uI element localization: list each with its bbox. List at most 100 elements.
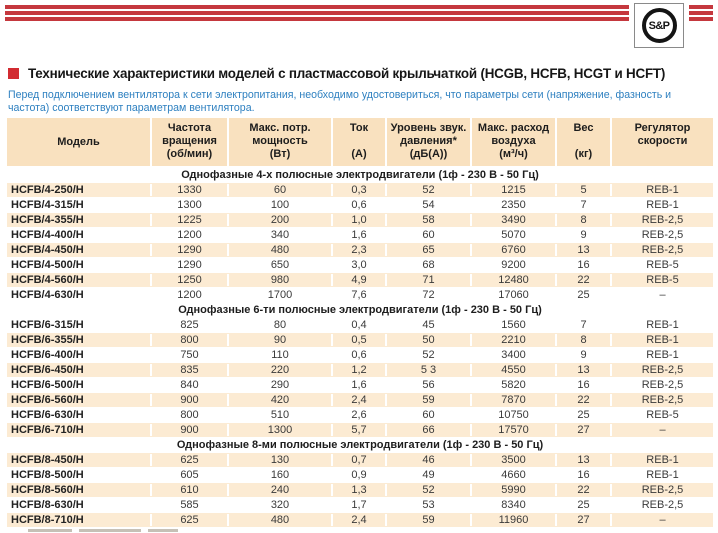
cell-noise: 46 (385, 454, 470, 466)
cell-rpm: 800 (150, 409, 227, 421)
cell-current: 1,6 (331, 379, 385, 391)
table-row: HCFB/4-250/H 1330 60 0,3 52 1215 5 REB-1 (7, 183, 713, 197)
col-header-model: Модель (7, 118, 150, 166)
col-header-line: Уровень звук. (390, 122, 467, 134)
cell-current: 2,6 (331, 409, 385, 421)
cell-airflow: 2210 (470, 334, 555, 346)
cell-model: HCFB/8-630/H (11, 499, 84, 511)
table-row: HCFB/6-630/H 800 510 2,6 60 10750 25 REB-5 (7, 408, 713, 422)
table-row: HCFB/6-400/H 750 110 0,6 52 3400 9 REB-1 (7, 348, 713, 362)
cell-regulator: REB-2,5 (610, 244, 713, 256)
cell-weight: 27 (555, 514, 610, 526)
sp-logo: S&P (634, 3, 684, 48)
cell-current: 0,3 (331, 184, 385, 196)
stripe (5, 11, 713, 15)
cell-model: HCFB/8-560/H (11, 484, 84, 496)
cell-power: 1700 (227, 289, 331, 301)
cell-airflow: 5820 (470, 379, 555, 391)
cell-rpm: 800 (150, 334, 227, 346)
col-header-line: (Вт) (269, 148, 291, 160)
cell-weight: 13 (555, 364, 610, 376)
table-row: HCFB/4-630/H 1200 1700 7,6 72 17060 25– (7, 288, 713, 302)
table-row: HCFB/6-560/H 900 420 2,4 59 7870 22 REB-2,5 (7, 393, 713, 407)
cell-model: HCFB/4-560/H (11, 274, 84, 286)
table-row: HCFB/8-560/H 610 240 1,3 52 5990 22 REB-2,5 (7, 483, 713, 497)
cell-airflow: 10750 (470, 409, 555, 421)
section-bullet-icon (8, 68, 19, 79)
cell-rpm: 605 (150, 469, 227, 481)
intro-text: Перед подключением вентилятора к сети эл… (8, 89, 672, 114)
cell-model: HCFB/8-500/H (11, 469, 84, 481)
cell-power: 290 (227, 379, 331, 391)
sp-logo-text: S&P (648, 19, 670, 32)
cell-current: 2,4 (331, 514, 385, 526)
col-header-line: Макс. расход (477, 122, 550, 134)
col-header-line: (об/мин) (166, 148, 213, 160)
table-row: HCFB/4-315/H 1300 100 0,6 54 2350 7 REB-1 (7, 198, 713, 212)
table-row: HCFB/6-710/H 900 1300 5,7 66 17570 27– (7, 423, 713, 437)
cell-weight: 22 (555, 394, 610, 406)
table-row: HCFB/4-450/H 1290 480 2,3 65 6760 13 REB-2,5 (7, 243, 713, 257)
col-header-line: Модель (57, 135, 100, 148)
cell-noise: 52 (385, 349, 470, 361)
cell-model: HCFB/6-400/H (11, 349, 84, 361)
cell-regulator: REB-1 (610, 334, 713, 346)
col-header-line: (А) (351, 148, 367, 160)
cell-power: 510 (227, 409, 331, 421)
cell-power: 320 (227, 499, 331, 511)
cell-current: 1,6 (331, 229, 385, 241)
cell-weight: 8 (555, 334, 610, 346)
col-header-line: Регулятор (634, 122, 691, 134)
table-row: HCFB/8-710/H 625 480 2,4 59 11960 27– (7, 513, 713, 527)
cell-weight: 25 (555, 499, 610, 511)
cell-rpm: 900 (150, 424, 227, 436)
brand-stripes (5, 5, 713, 23)
stripe (5, 5, 713, 9)
cell-weight: 25 (555, 409, 610, 421)
cell-airflow: 5070 (470, 229, 555, 241)
cell-airflow: 4660 (470, 469, 555, 481)
cell-current: 0,7 (331, 454, 385, 466)
cell-current: 0,4 (331, 319, 385, 331)
section-header-row: Однофазные 6-ти полюсные электродвигател… (7, 303, 713, 317)
cell-noise: 49 (385, 469, 470, 481)
col-header-line: мощность (252, 135, 308, 147)
cell-current: 2,4 (331, 394, 385, 406)
cell-power: 240 (227, 484, 331, 496)
cell-regulator: REB-1 (610, 184, 713, 196)
cell-airflow: 17570 (470, 424, 555, 436)
cell-model: HCFB/6-500/H (11, 379, 84, 391)
cell-regulator: REB-1 (610, 319, 713, 331)
cell-airflow: 9200 (470, 259, 555, 271)
cell-rpm: 585 (150, 499, 227, 511)
cell-rpm: 1200 (150, 229, 227, 241)
cell-airflow: 4550 (470, 364, 555, 376)
cell-noise: 68 (385, 259, 470, 271)
cell-rpm: 610 (150, 484, 227, 496)
cell-noise: 54 (385, 199, 470, 211)
cell-model: HCFB/4-315/H (11, 199, 84, 211)
table-row: HCFB/4-500/H 1290 650 3,0 68 9200 16 REB-5 (7, 258, 713, 272)
cell-airflow: 3500 (470, 454, 555, 466)
table-row: HCFB/6-450/H 835 220 1,2 5 3 4550 13 REB-2,5 (7, 363, 713, 377)
cell-model: HCFB/8-710/H (11, 514, 84, 526)
cell-model: HCFB/8-450/H (11, 454, 84, 466)
cell-model: HCFB/4-400/H (11, 229, 84, 241)
cell-weight: 7 (555, 319, 610, 331)
cell-rpm: 1200 (150, 289, 227, 301)
table-row: HCFB/8-630/H 585 320 1,7 53 8340 25 REB-2,5 (7, 498, 713, 512)
cell-power: 980 (227, 274, 331, 286)
cell-regulator: REB-2,5 (610, 394, 713, 406)
cell-rpm: 1290 (150, 244, 227, 256)
cell-noise: 52 (385, 184, 470, 196)
cell-weight: 9 (555, 229, 610, 241)
cell-model: HCFB/4-450/H (11, 244, 84, 256)
cell-noise: 58 (385, 214, 470, 226)
cell-noise: 66 (385, 424, 470, 436)
cell-airflow: 3400 (470, 349, 555, 361)
cell-regulator: REB-1 (610, 454, 713, 466)
col-header-line: вращения (162, 135, 217, 147)
spec-table-body: Однофазные 4-х полюсные электродвигатели… (7, 168, 713, 527)
cell-current: 1,0 (331, 214, 385, 226)
